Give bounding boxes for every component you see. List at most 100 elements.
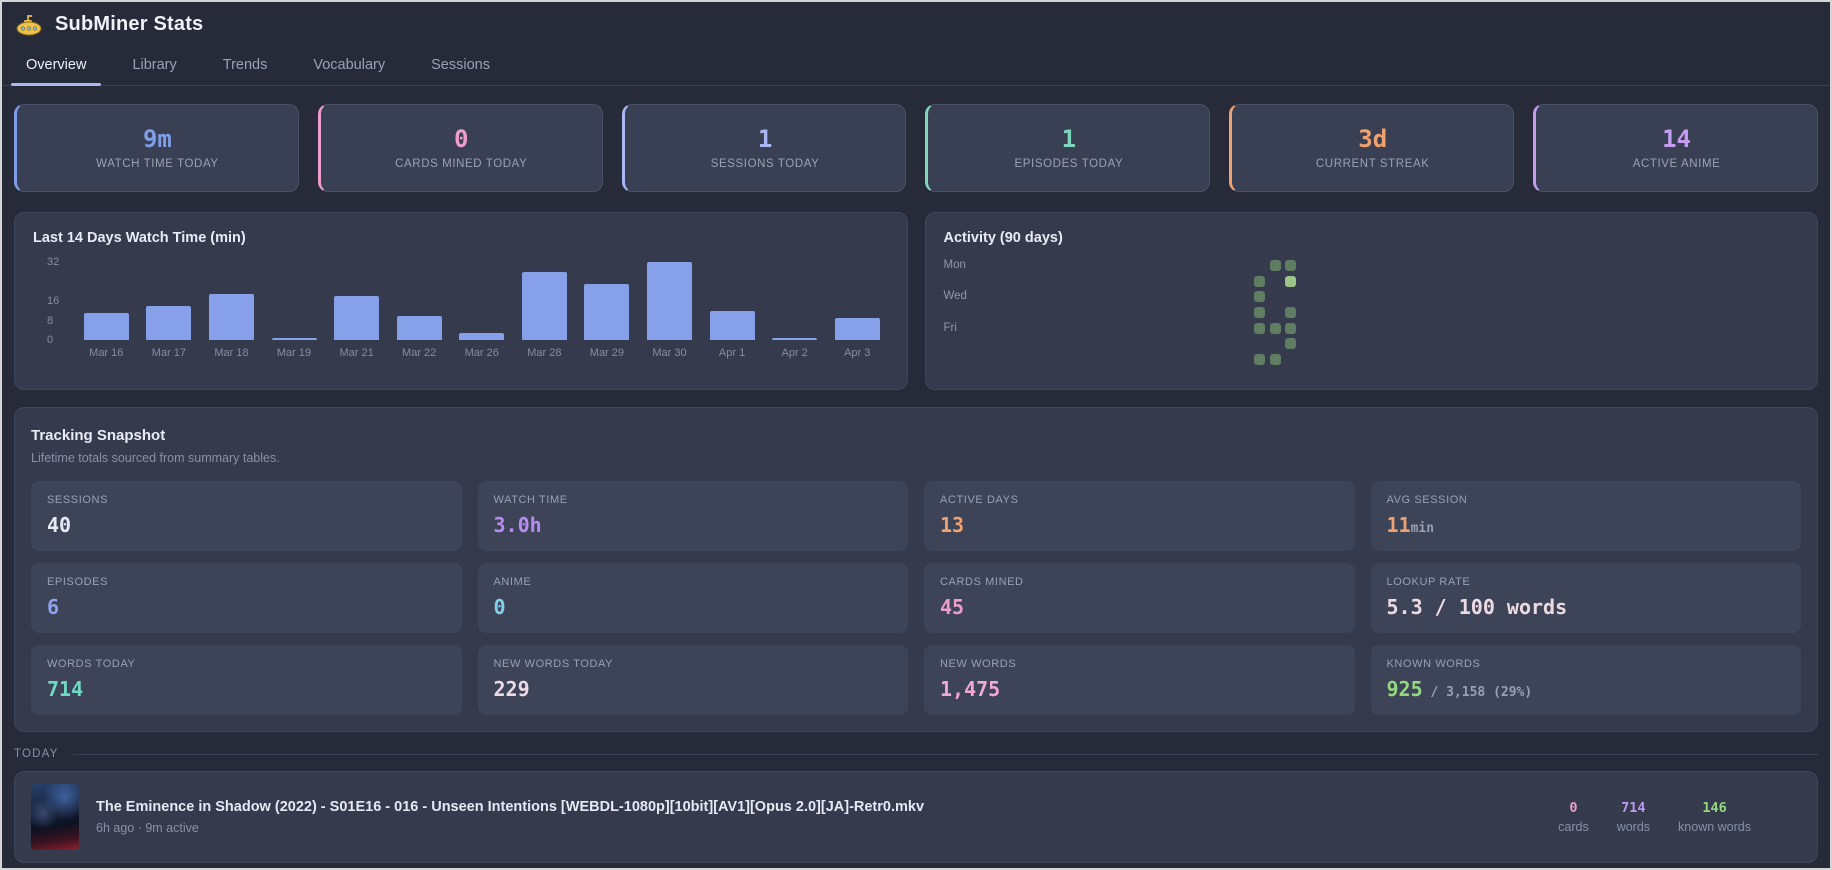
x-tick-label: Apr 3 xyxy=(844,347,871,359)
tile-active-days: ACTIVE DAYS 13 xyxy=(924,481,1355,551)
y-tick-0: 0 xyxy=(47,334,54,346)
tile-label: ACTIVE DAYS xyxy=(940,494,1019,506)
heatmap-cell xyxy=(1223,291,1234,302)
tile-label: LOOKUP RATE xyxy=(1386,576,1471,588)
tile-label: AVG SESSION xyxy=(1386,494,1468,506)
snapshot-title: Tracking Snapshot xyxy=(31,427,166,444)
chart-y-axis: 0 8 16 32 xyxy=(47,256,73,346)
tile-value-number: 5.3 / 100 words xyxy=(1386,595,1568,619)
tile-value-suffix: / 3,158 (29%) xyxy=(1422,685,1533,700)
stat-card-value: 0 xyxy=(454,124,469,153)
heatmap-cell xyxy=(1129,354,1140,365)
heatmap-cell xyxy=(1254,275,1265,287)
heatmap-cell xyxy=(1270,276,1281,287)
snapshot-tiles-grid: SESSIONS 40 WATCH TIME 3.0h ACTIVE DAYS 13 AVG… xyxy=(31,481,1801,715)
stat-card-cards-mined-today: 0 CARDS MINED TODAY xyxy=(317,104,603,192)
heatmap-cell xyxy=(1317,307,1328,318)
heatmap-cell xyxy=(1176,291,1187,302)
heatmap-cell xyxy=(1254,260,1265,271)
heatmap-cell xyxy=(1144,307,1155,318)
x-tick-label: Apr 1 xyxy=(718,347,746,359)
heatmap-cell xyxy=(1207,260,1218,271)
heatmap-cell xyxy=(1238,291,1249,302)
tab-library[interactable]: Library xyxy=(132,57,177,73)
heatmap-cell xyxy=(1160,276,1171,287)
tile-value: 6 xyxy=(47,597,446,617)
episode-stat-label: cards xyxy=(1558,820,1589,834)
heatmap-cell xyxy=(1254,338,1265,349)
heatmap-cell xyxy=(1254,322,1265,334)
bar-rect xyxy=(584,283,630,340)
tile-known-words: KNOWN WORDS 925 / 3,158 (29%) xyxy=(1370,645,1801,715)
stat-card-label: SESSIONS TODAY xyxy=(710,157,820,170)
stat-card-label: ACTIVE ANIME xyxy=(1632,157,1721,170)
heatmap-cell xyxy=(1144,260,1155,271)
day-label-mon: Mon xyxy=(943,259,966,271)
tile-label: WORDS TODAY xyxy=(47,658,136,670)
tile-new-words: NEW WORDS 1,475 xyxy=(924,645,1355,715)
episode-title: The Eminence in Shadow (2022) - S01E16 -… xyxy=(96,799,925,815)
y-tick-32: 32 xyxy=(47,256,60,268)
y-tick-16: 16 xyxy=(47,295,60,307)
stat-cards-row: 9m WATCH TIME TODAY 0 CARDS MINED TODAY 1 SES… xyxy=(14,104,1818,192)
bar-rect xyxy=(271,337,317,340)
heatmap-cell xyxy=(1269,322,1281,334)
heatmap-cell xyxy=(1285,338,1297,350)
heatmap-cell xyxy=(1129,307,1140,318)
heatmap-cell xyxy=(1191,307,1202,318)
charts-row: Last 14 Days Watch Time (min) 0 8 16 32 Mar… xyxy=(14,212,1818,390)
episode-stat-known-words: 146 known words xyxy=(1678,800,1751,834)
tile-value: 11min xyxy=(1387,515,1786,535)
heatmap-cell xyxy=(1207,338,1218,349)
bar-rect xyxy=(521,271,567,340)
bar-chart: 0 8 16 32 xyxy=(33,256,889,346)
tab-vocabulary[interactable]: Vocabulary xyxy=(313,57,386,73)
bar-rect xyxy=(772,337,818,340)
heatmap-cell xyxy=(1317,354,1328,365)
stat-card-value: 9m xyxy=(142,124,172,153)
tab-trends[interactable]: Trends xyxy=(222,57,268,73)
tile-value: 0 xyxy=(494,597,893,617)
chart-bars xyxy=(75,262,889,340)
bar-mar-21 xyxy=(325,262,388,340)
heatmap-cell xyxy=(1269,354,1281,366)
heatmap-cell xyxy=(1317,276,1328,287)
episode-stat-value: 146 xyxy=(1702,800,1727,816)
bar-mar-22 xyxy=(388,262,451,340)
today-section-label: TODAY xyxy=(14,748,59,760)
tab-overview[interactable]: Overview xyxy=(11,48,102,86)
tracking-snapshot-panel: Tracking Snapshot Lifetime totals source… xyxy=(14,407,1818,732)
heatmap-cell xyxy=(1238,307,1249,318)
bar-mar-16 xyxy=(75,262,138,340)
episode-stat-words: 714 words xyxy=(1617,800,1650,834)
heatmap-cell xyxy=(1301,338,1312,349)
tile-value-number: 13 xyxy=(940,513,965,537)
today-episode-row[interactable]: The Eminence in Shadow (2022) - S01E16 -… xyxy=(14,771,1818,863)
bar-apr-1 xyxy=(701,262,764,340)
tile-lookup-rate: LOOKUP RATE 5.3 / 100 words xyxy=(1370,563,1801,633)
bar-mar-30 xyxy=(638,262,701,340)
tile-label: NEW WORDS xyxy=(940,658,1017,670)
stat-card-watch-time-today: 9m WATCH TIME TODAY xyxy=(14,104,299,192)
tile-value: 5.3 / 100 words xyxy=(1387,597,1786,617)
tile-words-today: WORDS TODAY 714 xyxy=(31,645,462,715)
tile-new-words-today: NEW WORDS TODAY 229 xyxy=(477,645,908,715)
tab-sessions[interactable]: Sessions xyxy=(431,57,490,73)
bar-mar-19 xyxy=(263,262,326,340)
heatmap-cell xyxy=(1301,307,1312,318)
stat-card-current-streak: 3d CURRENT STREAK xyxy=(1229,104,1515,192)
heatmap-cell xyxy=(1270,291,1281,302)
heatmap-cell xyxy=(1317,260,1328,271)
tile-value-number: 925 xyxy=(1386,677,1423,701)
x-tick-label: Mar 28 xyxy=(527,347,562,359)
episode-stats: 0 cards 714 words 146 known words xyxy=(1558,800,1801,834)
heatmap-cell xyxy=(1285,307,1297,319)
tile-sessions: SESSIONS 40 xyxy=(31,481,462,551)
stat-card-value: 1 xyxy=(757,124,773,153)
episode-poster-thumbnail xyxy=(31,784,79,850)
heatmap-cell xyxy=(1160,338,1171,349)
tile-label: SESSIONS xyxy=(47,494,109,506)
stat-card-active-anime: 14 ACTIVE ANIME xyxy=(1533,104,1818,192)
heatmap-cell xyxy=(1301,260,1312,271)
tile-value-number: 3.0h xyxy=(493,513,542,537)
